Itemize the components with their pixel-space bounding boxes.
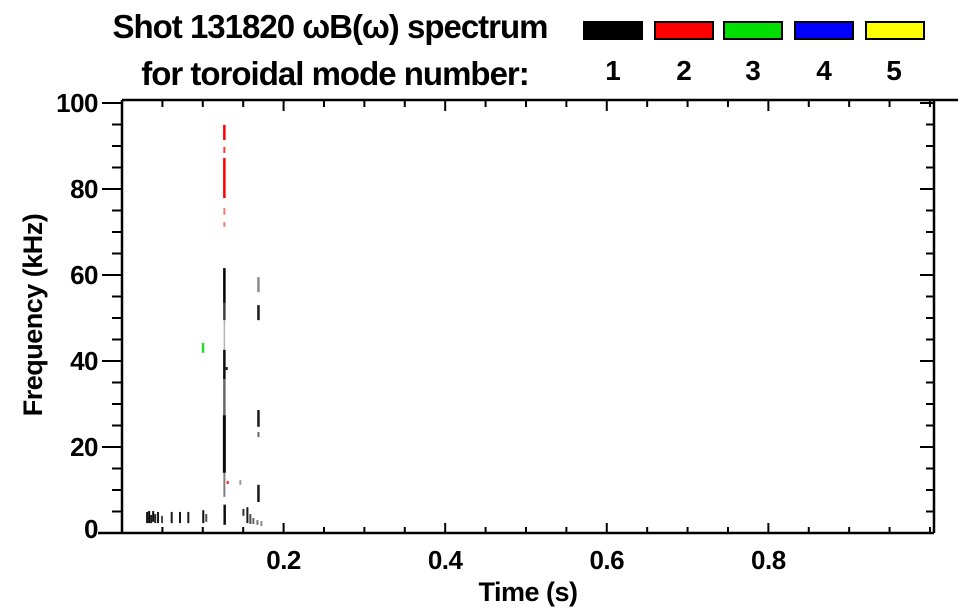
- x-tick-label: 0.8: [751, 545, 786, 575]
- x-axis-title: Time (s): [478, 577, 577, 607]
- figure-subtitle: for toroidal mode number:: [141, 55, 530, 92]
- x-tick-label: 0.4: [428, 545, 464, 575]
- y-tick-label: 100: [56, 88, 98, 118]
- y-tick-label: 80: [70, 174, 98, 204]
- legend-swatch-3: [723, 21, 783, 40]
- x-tick-label: 0.2: [266, 545, 301, 575]
- legend-label-2: 2: [676, 55, 692, 86]
- legend-label-4: 4: [816, 55, 832, 86]
- y-tick-label: 20: [70, 432, 98, 462]
- x-tick-label: 0.6: [589, 545, 624, 575]
- legend-label-1: 1: [605, 55, 621, 86]
- y-axis-title: Frequency (kHz): [18, 214, 48, 417]
- legend-swatch-2: [654, 21, 714, 40]
- figure-title: Shot 131820 ωB(ω) spectrum: [112, 8, 548, 45]
- y-tick-label: 40: [70, 346, 98, 376]
- legend-swatch-1: [583, 21, 643, 40]
- legend-label-5: 5: [886, 55, 902, 86]
- legend-swatch-4: [794, 21, 854, 40]
- y-tick-label: 60: [70, 260, 98, 290]
- legend-swatch-5: [865, 21, 925, 40]
- legend-label-3: 3: [745, 55, 761, 86]
- y-tick-label: 0: [84, 514, 98, 544]
